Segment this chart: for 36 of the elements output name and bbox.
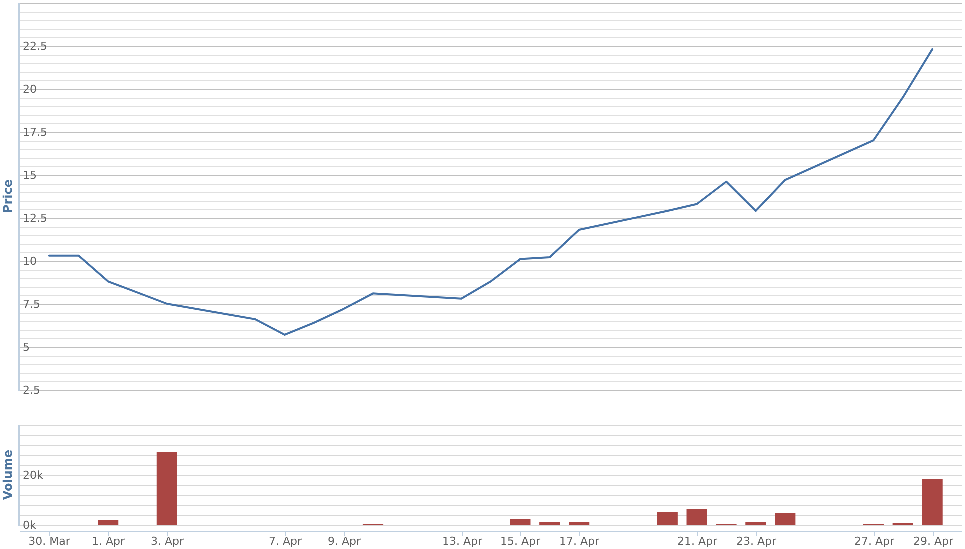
- bar: [775, 513, 796, 525]
- bar: [569, 522, 590, 525]
- y-tick-label: 5: [23, 340, 30, 354]
- bar: [922, 479, 943, 525]
- x-tick-label: 17. Apr: [559, 535, 600, 548]
- x-tick-label: 23. Apr: [736, 535, 777, 548]
- line-series: [48, 48, 934, 336]
- bar: [657, 512, 678, 525]
- y-tick-label: 20k: [23, 468, 44, 482]
- y-tick-label: 2.5: [23, 384, 40, 396]
- y-tick-label: 0k: [23, 518, 37, 532]
- x-tick-label: 1. Apr: [92, 535, 126, 548]
- x-tick-label: 13. Apr: [442, 535, 483, 548]
- y-axis-title: Price: [1, 179, 15, 214]
- y-axis-title: Volume: [1, 450, 15, 500]
- x-tick-label: 30. Mar: [28, 535, 71, 548]
- x-tick-label: 7. Apr: [268, 535, 302, 548]
- x-tick-label: 3. Apr: [150, 535, 184, 548]
- bar: [510, 519, 531, 525]
- y-tick-label: 20: [23, 82, 37, 96]
- y-tick-label: 15: [23, 168, 37, 182]
- x-tick-label: 15. Apr: [500, 535, 541, 548]
- x-tick-label: 21. Apr: [677, 535, 718, 548]
- bar: [686, 509, 708, 525]
- bar: [540, 522, 560, 525]
- x-tick-label: 29. Apr: [913, 535, 954, 548]
- y-tick-label: 12.5: [23, 212, 48, 224]
- x-tick-label: 27. Apr: [854, 535, 895, 548]
- y-tick-label: 22.5: [23, 40, 48, 52]
- x-tick-label: 9. Apr: [328, 535, 362, 548]
- bar: [156, 452, 178, 525]
- y-tick-label: 7.5: [23, 298, 40, 310]
- y-tick-label: 17.5: [23, 126, 48, 138]
- bar: [746, 522, 766, 525]
- bar: [98, 520, 119, 525]
- y-tick-label: 10: [23, 254, 37, 268]
